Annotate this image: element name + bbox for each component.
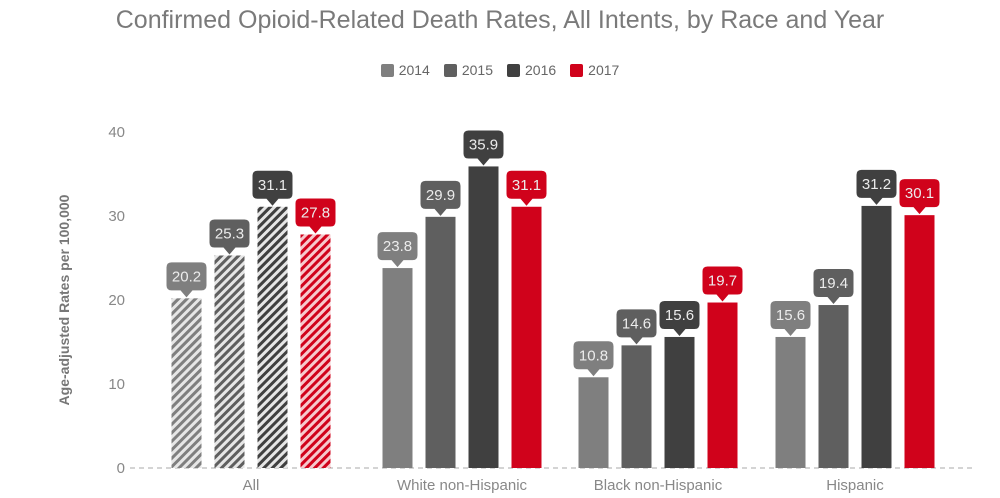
bar-2015-hispanic: [818, 305, 849, 468]
data-label-callout: 14.6: [616, 309, 657, 345]
data-label-callout: 31.1: [506, 170, 547, 206]
data-label-callout: 15.6: [659, 300, 700, 336]
bar-2016-black-non-hispanic: [664, 336, 695, 468]
legend-swatch-2015: [443, 63, 457, 77]
legend: 2014 2015 2016 2017: [0, 62, 1000, 78]
legend-item-2017: 2017: [570, 62, 619, 78]
bar-2017-hispanic: [904, 215, 935, 468]
labels-layer: 20.2 25.3 31.1 27.8 23.8 29.9 35.9 31.1 10.8 14.6…: [166, 130, 940, 377]
x-category-label: All: [243, 477, 260, 494]
legend-label-2017: 2017: [588, 62, 620, 78]
data-label: 15.6: [776, 307, 805, 324]
data-label: 31.2: [862, 176, 891, 193]
bar-2015-black-non-hispanic: [621, 345, 652, 468]
legend-item-2016: 2016: [507, 62, 556, 78]
data-label: 23.8: [383, 238, 412, 255]
bar-2014-white-non-hispanic: [382, 268, 413, 468]
data-label: 20.2: [172, 268, 201, 285]
data-label: 31.1: [512, 177, 541, 194]
data-label-callout: 19.4: [813, 269, 854, 305]
bars-layer: [171, 166, 935, 469]
data-label-callout: 25.3: [209, 219, 250, 255]
data-label: 10.8: [579, 347, 608, 364]
x-category-label: Black non-Hispanic: [594, 477, 723, 494]
data-label-bubble: [166, 262, 207, 298]
data-label-callout: 29.9: [420, 180, 461, 216]
legend-label-2014: 2014: [398, 62, 430, 78]
bar-2017-all: [300, 234, 331, 468]
bar-2016-all: [257, 206, 288, 468]
bar-2016-white-non-hispanic: [468, 166, 499, 468]
data-label-callout: 35.9: [463, 130, 504, 166]
x-category-label: Hispanic: [826, 477, 884, 494]
data-label-callout: 27.8: [295, 198, 336, 234]
data-label: 27.8: [301, 204, 330, 221]
data-label-callout: 23.8: [377, 232, 418, 268]
data-label-bubble: [659, 300, 700, 336]
legend-item-2015: 2015: [443, 62, 493, 78]
data-label: 30.1: [905, 185, 934, 202]
data-label-bubble: [506, 170, 547, 206]
bar-2016-hispanic: [861, 205, 892, 469]
data-label-callout: 20.2: [166, 262, 207, 298]
data-label-bubble: [770, 300, 811, 336]
data-label: 35.9: [469, 136, 498, 153]
data-label: 19.7: [708, 273, 737, 290]
data-label-bubble: [252, 170, 293, 206]
data-label-bubble: [702, 266, 743, 302]
data-label: 19.4: [819, 275, 848, 292]
bar-2015-all: [214, 255, 245, 468]
bar-2014-all: [171, 298, 202, 468]
data-label-callout: 30.1: [899, 179, 940, 215]
bar-2014-black-non-hispanic: [578, 377, 609, 468]
y-tick-label: 30: [108, 208, 125, 225]
data-label: 25.3: [215, 225, 244, 242]
x-category-label: White non-Hispanic: [397, 477, 528, 494]
legend-swatch-2014: [380, 63, 394, 77]
data-label-bubble: [899, 179, 940, 215]
data-label-bubble: [616, 309, 657, 345]
data-label-bubble: [420, 180, 461, 216]
data-label-bubble: [856, 169, 897, 205]
bar-2015-white-non-hispanic: [425, 216, 456, 468]
data-label-callout: 10.8: [573, 341, 614, 377]
legend-label-2015: 2015: [461, 62, 493, 78]
legend-swatch-2017: [570, 63, 584, 77]
legend-label-2016: 2016: [525, 62, 557, 78]
bar-2014-hispanic: [775, 336, 806, 468]
data-label-callout: 31.1: [252, 170, 293, 206]
bar-2017-black-non-hispanic: [707, 302, 738, 468]
data-label-bubble: [377, 232, 418, 268]
y-tick-label: 20: [108, 292, 125, 309]
legend-item-2014: 2014: [380, 62, 430, 78]
y-tick-label: 0: [117, 460, 125, 477]
data-label-bubble: [295, 198, 336, 234]
data-label: 15.6: [665, 307, 694, 324]
y-tick-label: 10: [108, 376, 125, 393]
chart-title: Confirmed Opioid-Related Death Rates, Al…: [115, 6, 885, 34]
y-tick-label: 40: [108, 124, 125, 141]
data-label-bubble: [209, 219, 250, 255]
data-label: 14.6: [622, 315, 651, 332]
bar-2017-white-non-hispanic: [511, 206, 542, 468]
data-label-bubble: [463, 130, 504, 166]
data-label: 29.9: [426, 187, 455, 204]
data-label: 31.1: [258, 177, 287, 194]
data-label-callout: 15.6: [770, 300, 811, 336]
data-label-callout: 31.2: [856, 169, 897, 205]
data-label-callout: 19.7: [702, 266, 743, 302]
data-label-bubble: [573, 341, 614, 377]
legend-swatch-2016: [507, 63, 520, 77]
data-label-bubble: [813, 269, 854, 305]
